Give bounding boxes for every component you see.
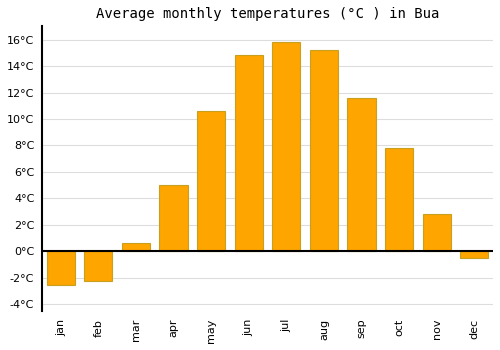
Bar <box>272 42 300 251</box>
Bar <box>310 50 338 251</box>
Bar <box>84 251 112 281</box>
Bar <box>197 111 225 251</box>
Bar <box>460 251 488 258</box>
Title: Average monthly temperatures (°C ) in Bua: Average monthly temperatures (°C ) in Bu… <box>96 7 439 21</box>
Bar <box>348 98 376 251</box>
Bar <box>46 251 75 285</box>
Bar <box>160 185 188 251</box>
Bar <box>122 244 150 251</box>
Bar <box>385 148 413 251</box>
Bar <box>234 55 263 251</box>
Bar <box>422 214 451 251</box>
